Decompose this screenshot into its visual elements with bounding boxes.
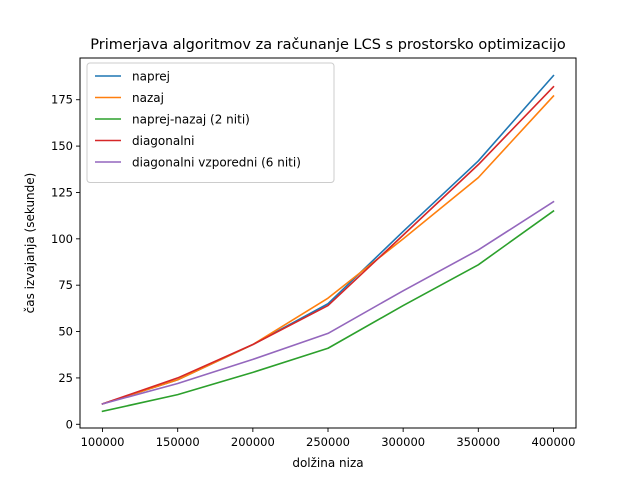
- x-tick-label: 350000: [456, 435, 500, 449]
- chart-title: Primerjava algoritmov za računanje LCS s…: [90, 37, 566, 53]
- x-tick-label: 200000: [231, 435, 275, 449]
- y-axis: 0 25 50 75 100 125 150 175: [51, 93, 80, 431]
- legend: naprej nazaj naprej-nazaj (2 niti) diagonal…: [86, 62, 335, 183]
- y-tick-label: 125: [51, 185, 73, 199]
- y-tick-label: 50: [58, 325, 73, 339]
- series-line-3: [101, 85, 555, 405]
- x-axis: 100000 150000 200000 250000 300000 350000 4000…: [81, 428, 576, 449]
- series-line-4: [101, 200, 555, 405]
- legend-label: naprej: [132, 70, 170, 84]
- legend-label: nazaj: [132, 91, 164, 105]
- legend-label: naprej-nazaj (2 niti): [132, 113, 250, 127]
- legend-label: diagonalni vzporedni (6 niti): [132, 156, 301, 170]
- x-tick-label: 150000: [156, 435, 200, 449]
- y-tick-label: 100: [51, 232, 73, 246]
- y-axis-label: čas izvajanja (sekunde): [23, 173, 37, 314]
- legend-box: [86, 62, 335, 183]
- y-tick-label: 0: [66, 417, 73, 431]
- y-tick-label: 25: [58, 371, 73, 385]
- series-line-2: [101, 209, 555, 413]
- x-tick-label: 300000: [381, 435, 425, 449]
- x-tick-label: 100000: [81, 435, 125, 449]
- y-tick-label: 150: [51, 139, 73, 153]
- legend-label: diagonalni: [132, 134, 195, 148]
- series-line-1: [101, 94, 555, 405]
- series-layer: [101, 74, 555, 413]
- y-tick-label: 175: [51, 93, 73, 107]
- x-tick-label: 250000: [306, 435, 350, 449]
- x-tick-label: 400000: [532, 435, 576, 449]
- y-tick-label: 75: [58, 278, 73, 292]
- x-axis-label: dolžina niza: [292, 456, 363, 470]
